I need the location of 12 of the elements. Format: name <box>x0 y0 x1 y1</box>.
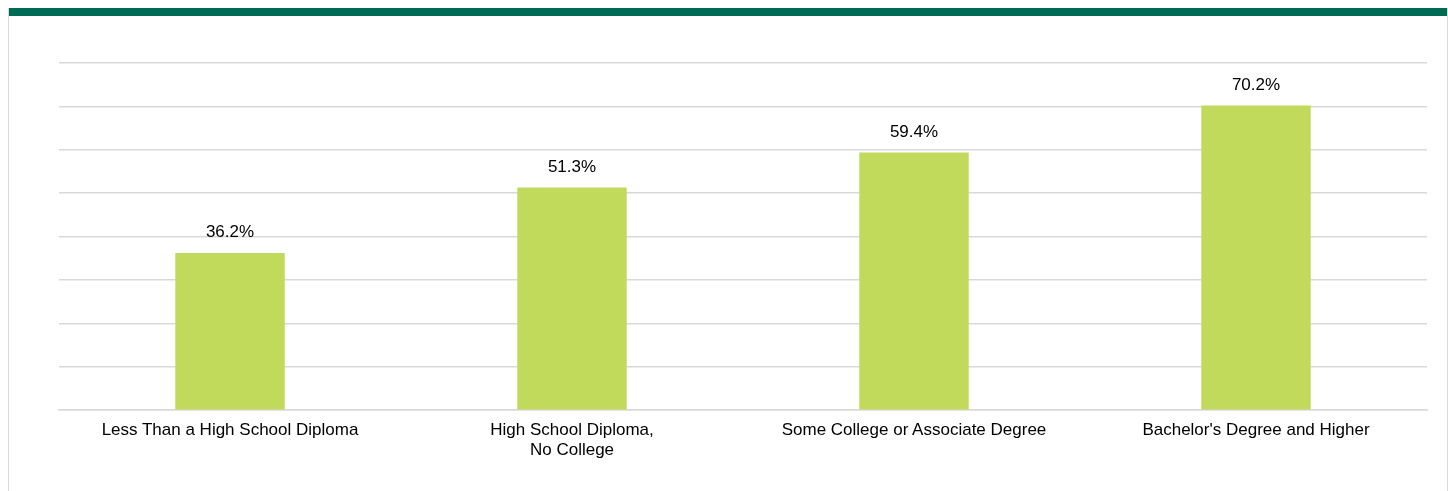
bar <box>1201 105 1311 410</box>
bar <box>175 253 285 410</box>
data-label: 36.2% <box>205 222 255 242</box>
bar <box>517 187 627 410</box>
data-label: 51.3% <box>547 156 597 176</box>
data-label: 59.4% <box>889 121 939 141</box>
bar <box>859 152 969 410</box>
x-tick-label: Bachelor's Degree and Higher <box>1142 420 1370 440</box>
x-tick-label: High School Diploma, No College <box>490 420 654 460</box>
x-tick-label: Less Than a High School Diploma <box>101 420 359 440</box>
data-label: 70.2% <box>1231 74 1281 94</box>
x-tick-label: Some College or Associate Degree <box>781 420 1047 440</box>
